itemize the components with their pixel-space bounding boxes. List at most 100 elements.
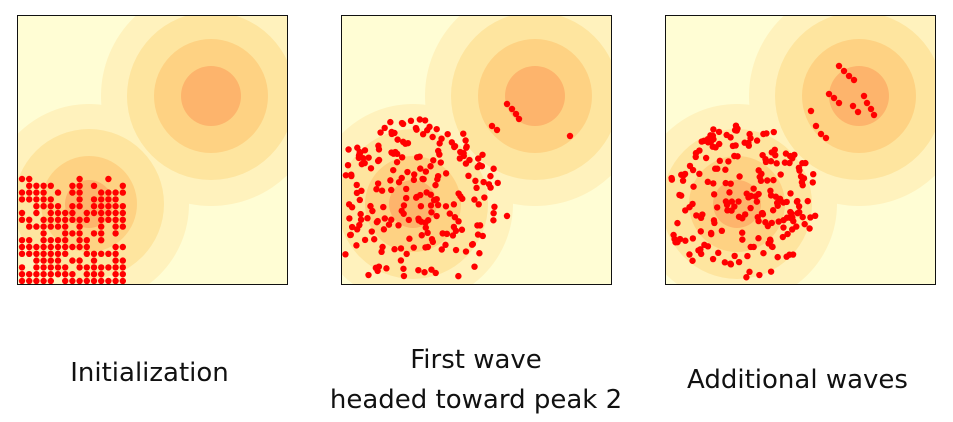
- particle: [69, 257, 76, 264]
- particle: [367, 165, 375, 172]
- particle: [373, 218, 381, 226]
- particle: [711, 165, 719, 172]
- particle: [62, 216, 69, 223]
- particle: [90, 250, 98, 257]
- particle: [428, 236, 436, 243]
- particle: [62, 264, 69, 271]
- caption-additional-waves: Additional waves: [660, 360, 935, 400]
- particle: [503, 100, 511, 108]
- particle: [752, 193, 759, 200]
- particle: [726, 189, 733, 196]
- particle: [47, 277, 54, 284]
- particle: [400, 202, 408, 209]
- particle: [54, 189, 62, 196]
- particle: [702, 154, 710, 162]
- particle: [18, 277, 26, 284]
- particle: [423, 189, 430, 196]
- particle: [416, 116, 424, 123]
- particle: [690, 183, 697, 190]
- particle: [33, 277, 40, 284]
- particle: [105, 277, 112, 284]
- particle: [428, 266, 435, 273]
- particle: [18, 264, 26, 271]
- particle: [47, 182, 54, 189]
- particle: [342, 251, 349, 258]
- particle: [753, 137, 761, 144]
- particle: [33, 203, 40, 210]
- particle: [393, 158, 401, 166]
- particle: [476, 250, 483, 257]
- particle: [18, 216, 26, 223]
- caption-line: headed toward peak 2: [329, 385, 623, 415]
- particle: [715, 128, 723, 136]
- particle: [54, 264, 62, 271]
- particle: [806, 225, 813, 232]
- particle: [784, 230, 791, 238]
- particle: [98, 216, 105, 223]
- particle: [796, 208, 803, 216]
- particle: [727, 180, 734, 187]
- particle: [40, 189, 47, 196]
- particle: [487, 172, 494, 180]
- particle: [112, 257, 119, 264]
- particle: [400, 272, 408, 280]
- contour-level-4: [181, 66, 241, 126]
- particle: [392, 148, 399, 156]
- particle: [767, 158, 775, 165]
- particle: [90, 257, 98, 264]
- particle: [398, 119, 406, 127]
- particle: [870, 111, 878, 119]
- particle: [490, 209, 497, 217]
- particle: [26, 237, 33, 244]
- particle: [457, 148, 464, 156]
- particle: [112, 250, 119, 257]
- particle: [777, 171, 784, 178]
- particle: [356, 221, 363, 229]
- particle: [689, 257, 696, 264]
- particle: [112, 264, 119, 271]
- particle: [734, 125, 741, 132]
- particle: [98, 264, 105, 271]
- particle: [494, 179, 501, 187]
- particle: [769, 207, 777, 214]
- particle: [40, 250, 47, 257]
- particle: [744, 252, 751, 260]
- particle: [462, 137, 469, 144]
- particle: [679, 177, 687, 184]
- particle: [783, 198, 790, 206]
- particle: [566, 132, 574, 140]
- particle: [709, 255, 717, 263]
- particle: [344, 161, 352, 169]
- particle: [753, 198, 761, 205]
- particle: [18, 271, 26, 278]
- particle: [40, 196, 47, 203]
- particle: [62, 223, 69, 230]
- particle: [721, 259, 729, 266]
- particle: [442, 241, 449, 249]
- particle: [682, 207, 689, 214]
- particle: [54, 209, 62, 217]
- particle: [474, 163, 481, 171]
- particle: [809, 179, 816, 186]
- particle: [710, 126, 717, 133]
- particle: [369, 207, 376, 215]
- particle: [62, 243, 69, 251]
- particle: [442, 170, 450, 177]
- particle: [770, 176, 777, 184]
- particle: [707, 230, 715, 238]
- particle: [33, 271, 40, 278]
- particle: [704, 136, 711, 143]
- particle: [479, 151, 486, 158]
- particle: [76, 175, 83, 183]
- particle: [840, 67, 848, 75]
- particle: [736, 173, 743, 180]
- particle: [474, 231, 482, 238]
- particle: [835, 62, 843, 70]
- particle: [62, 209, 69, 217]
- particle: [375, 142, 382, 149]
- particle: [466, 156, 473, 164]
- particle: [774, 253, 781, 261]
- particle: [26, 189, 33, 196]
- particle: [474, 155, 482, 162]
- particle: [427, 202, 435, 209]
